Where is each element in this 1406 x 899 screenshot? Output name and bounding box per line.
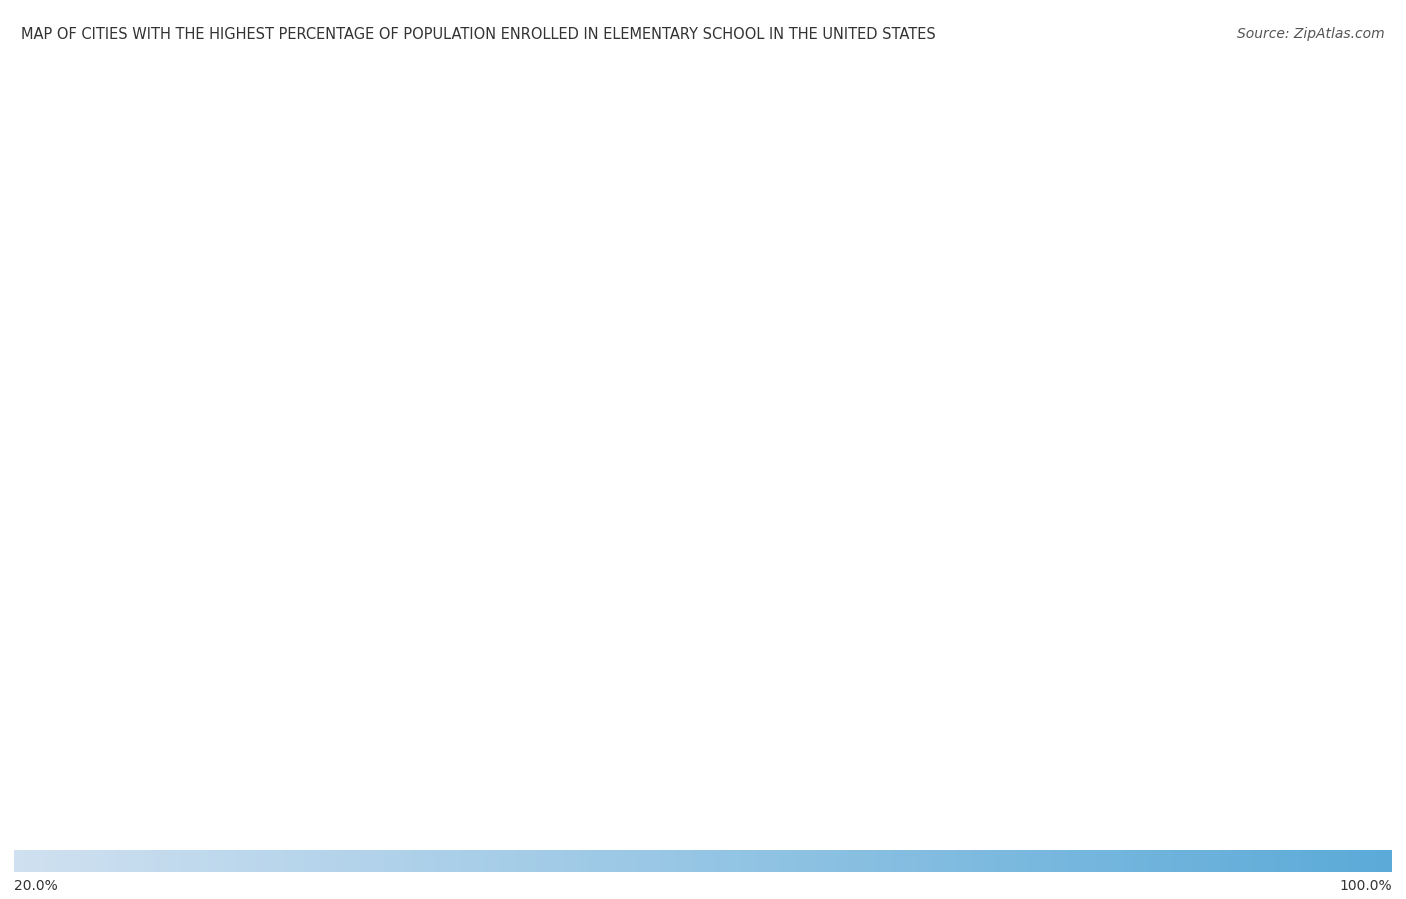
Text: MAP OF CITIES WITH THE HIGHEST PERCENTAGE OF POPULATION ENROLLED IN ELEMENTARY S: MAP OF CITIES WITH THE HIGHEST PERCENTAG…	[21, 27, 936, 42]
Text: 20.0%: 20.0%	[14, 878, 58, 893]
Text: 100.0%: 100.0%	[1340, 878, 1392, 893]
Text: Source: ZipAtlas.com: Source: ZipAtlas.com	[1237, 27, 1385, 41]
